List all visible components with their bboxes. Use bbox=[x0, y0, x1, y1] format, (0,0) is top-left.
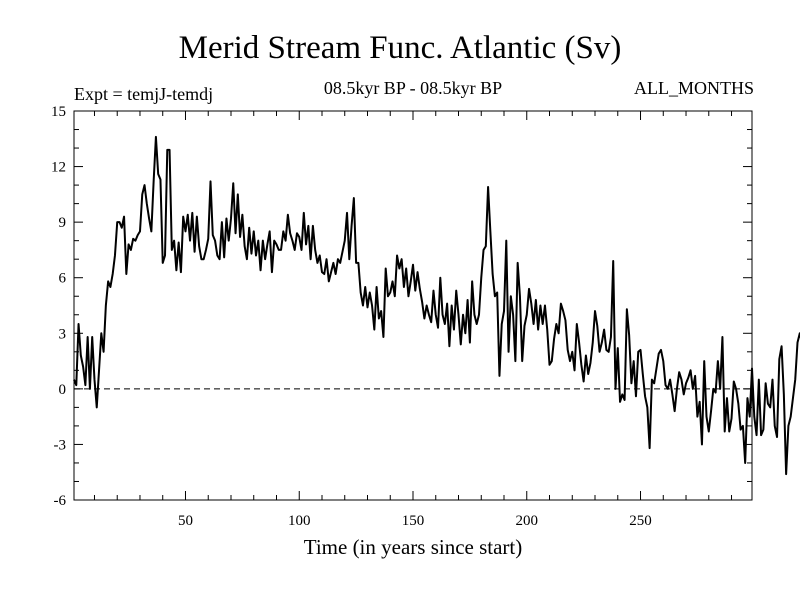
chart-title: Merid Stream Func. Atlantic (Sv) bbox=[178, 30, 622, 66]
y-tick-label: -3 bbox=[54, 437, 67, 453]
y-tick-label: 3 bbox=[59, 326, 67, 342]
y-tick-label: 15 bbox=[51, 104, 66, 120]
x-tick-label: 200 bbox=[516, 513, 539, 529]
y-tick-label: 9 bbox=[59, 215, 67, 231]
plot-frame bbox=[73, 110, 753, 501]
y-tick-label: 0 bbox=[59, 382, 67, 398]
x-tick-label: 150 bbox=[402, 513, 425, 529]
x-tick-label: 100 bbox=[288, 513, 311, 529]
y-tick-label: 6 bbox=[59, 271, 67, 287]
series-line bbox=[73, 135, 800, 476]
y-tick-label: 12 bbox=[51, 160, 66, 176]
x-tick-label: 50 bbox=[178, 513, 193, 529]
experiment-label: Expt = temjJ-temdj bbox=[74, 84, 214, 104]
x-tick-label: 250 bbox=[629, 513, 652, 529]
months-label: ALL_MONTHS bbox=[634, 78, 754, 98]
ticks-layer: 50 100 150 200 250 -6 -3 0 3 6 9 12 15 bbox=[51, 104, 752, 529]
x-axis-title: Time (in years since start) bbox=[304, 535, 523, 559]
period-label: 08.5kyr BP - 08.5kyr BP bbox=[323, 78, 503, 98]
y-tick-label: -6 bbox=[54, 493, 67, 509]
